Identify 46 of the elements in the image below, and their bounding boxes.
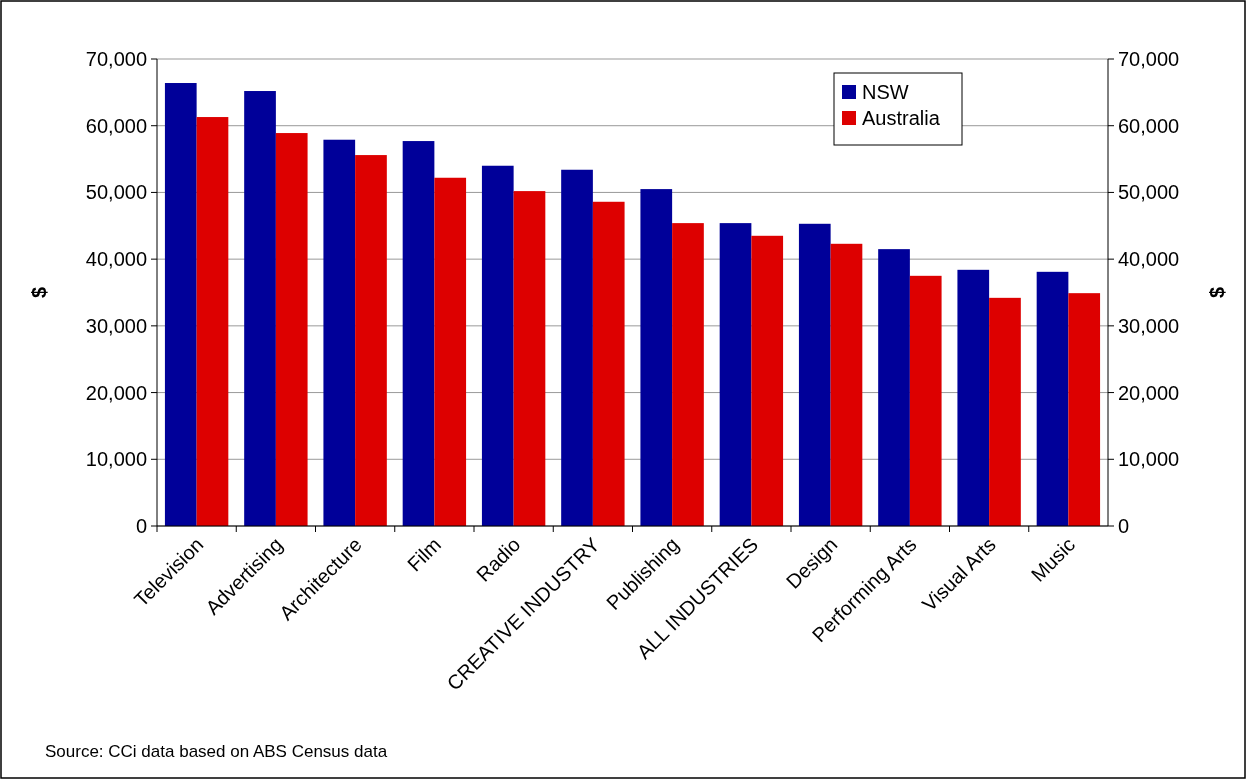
y-tick-label: 50,000 [85,181,147,204]
bar [196,117,229,526]
y2-tick-label: 40,000 [1118,248,1180,271]
bar [592,201,625,526]
y-tick-label: 60,000 [85,114,147,137]
x-tick-label: Film [402,533,446,576]
bar [275,133,308,526]
source-note: Source: CCi data based on ABS Census data [45,742,388,761]
bar [1036,271,1069,526]
bar [561,169,593,526]
y-tick-label: 70,000 [85,48,147,70]
legend-label: NSW [862,81,909,103]
y2-tick-label: 70,000 [1118,48,1180,70]
bar [798,223,831,526]
y2-tick-label: 50,000 [1118,181,1180,204]
y-tick-label: 20,000 [85,381,147,404]
y-axis-title: $ [28,286,50,299]
y-tick-label: 30,000 [85,314,147,337]
bar [513,191,546,526]
bar [989,297,1021,526]
bar [909,275,942,526]
bar [323,139,356,526]
y2-tick-label: 10,000 [1118,448,1180,471]
bar [164,83,197,526]
bar [481,165,514,526]
y2-tick-label: 30,000 [1118,314,1180,337]
bar [434,177,467,526]
bar [672,223,704,526]
y2-axis-title: $ [1206,286,1228,299]
bar [402,141,435,526]
bar [355,155,387,526]
y2-tick-label: 0 [1118,515,1130,537]
bar [640,189,673,526]
y2-tick-label: 60,000 [1118,114,1180,137]
bar [751,235,784,526]
bar [244,91,276,526]
y-tick-label: 10,000 [85,448,147,471]
bar [719,223,752,526]
legend-label: Australia [862,107,941,129]
y-tick-label: 0 [135,515,147,537]
bar [830,243,863,526]
bar [878,249,910,526]
y2-tick-label: 20,000 [1118,381,1180,404]
bar [1068,293,1101,526]
bar [957,269,990,526]
y-tick-label: 40,000 [85,248,147,271]
